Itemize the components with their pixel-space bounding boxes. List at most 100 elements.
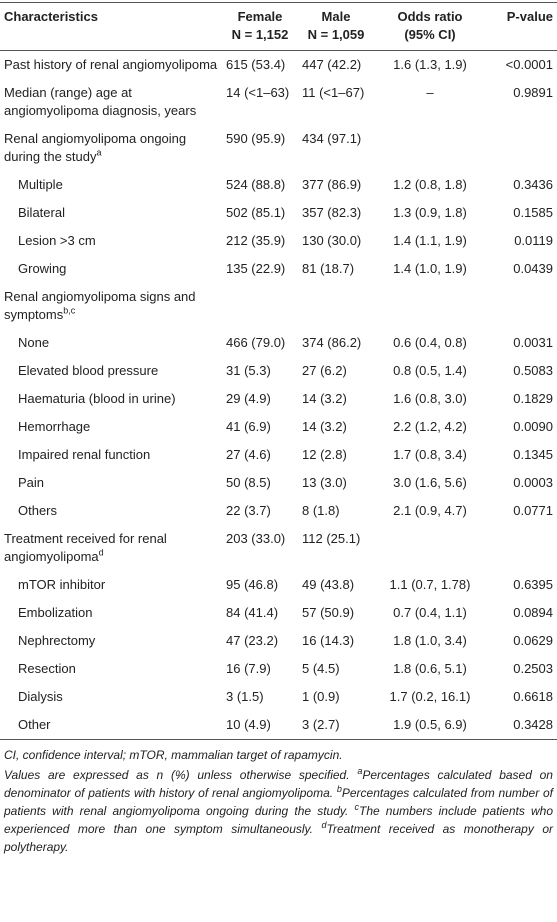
sub-row: Embolization 84 (41.4) 57 (50.9) 0.7 (0.4, … [0, 599, 557, 627]
footnote-text: Percentages calculated based on denomina… [4, 768, 553, 800]
label-text: Others [18, 503, 58, 518]
cell: 374 (86.2) [298, 329, 374, 357]
cell: 466 (79.0) [222, 329, 298, 357]
label-text: Impaired renal function [18, 447, 151, 462]
sub-row: Hemorrhage 41 (6.9) 14 (3.2) 2.2 (1.2, 4.2)… [0, 413, 557, 441]
cell-value: 1.6 (0.8, 3.0) [393, 391, 467, 406]
table-header: Characteristics Female N = 1,152 Male N = 1,… [0, 2, 557, 51]
cell: 95 (46.8) [222, 571, 298, 599]
sub-row: Others 22 (3.7) 8 (1.8) 2.1 (0.9, 4.7) 0.077… [0, 497, 557, 525]
cell: 1.4 (1.0, 1.9) [374, 255, 486, 283]
cell-value: 112 (25.1) [302, 531, 361, 546]
cell-value: 0.1829 [513, 391, 553, 406]
row: Treatment received for renal angiomyolip… [0, 525, 557, 571]
cell: 0.0629 [486, 627, 557, 655]
sub-row: mTOR inhibitor 95 (46.8) 49 (43.8) 1.1 (0.7… [0, 571, 557, 599]
column-header: P-value [486, 2, 557, 51]
cell-value: 0.0894 [513, 605, 553, 620]
cell-value: 47 (23.2) [226, 633, 279, 648]
row-label: Treatment received for renal angiomyolip… [0, 525, 222, 571]
cell [486, 125, 557, 171]
cell-value: 1.8 (0.6, 5.1) [393, 661, 467, 676]
cell: 31 (5.3) [222, 357, 298, 385]
cell: 5 (4.5) [298, 655, 374, 683]
cell-value: 10 (4.9) [226, 717, 271, 732]
cell-value: 0.6618 [513, 689, 553, 704]
label-text: Nephrectomy [18, 633, 96, 648]
row-label: Hemorrhage [0, 413, 222, 441]
column-header: Characteristics [0, 2, 222, 51]
cell [486, 525, 557, 571]
cell-value: 0.2503 [513, 661, 553, 676]
cell-value: 130 (30.0) [302, 233, 362, 248]
cell [374, 525, 486, 571]
footnote-mark: b,c [63, 305, 76, 316]
cell-value: 0.9891 [513, 85, 553, 100]
footnote-mark: a [357, 766, 363, 776]
cell: 57 (50.9) [298, 599, 374, 627]
label-text: None [18, 335, 50, 350]
row-label: Past history of renal angiomyolipoma [0, 51, 222, 80]
cell-value: 135 (22.9) [226, 261, 286, 276]
cell-value: 84 (41.4) [226, 605, 279, 620]
label-text: Embolization [18, 605, 93, 620]
cell: 0.0439 [486, 255, 557, 283]
label-text: mTOR inhibitor [18, 577, 106, 592]
row-label: Other [0, 711, 222, 740]
table-notes: CI, confidence interval; mTOR, mammalian… [0, 740, 557, 856]
cell: 1.7 (0.2, 16.1) [374, 683, 486, 711]
cell-value: 0.0119 [514, 233, 553, 248]
cell: 3 (1.5) [222, 683, 298, 711]
cell-value: 1.2 (0.8, 1.8) [393, 177, 467, 192]
cell-value: 50 (8.5) [226, 475, 271, 490]
cell-value: 41 (6.9) [226, 419, 271, 434]
cell: 14 (3.2) [298, 413, 374, 441]
cell-value: 0.1345 [513, 447, 553, 462]
cell-value: 16 (7.9) [226, 661, 271, 676]
cell-value: 0.8 (0.5, 1.4) [393, 363, 467, 378]
footnote-mark: d [98, 547, 104, 558]
cell: 0.3436 [486, 171, 557, 199]
row: Renal angiomyolipoma signs and symptomsb… [0, 283, 557, 329]
cell-value: 2.2 (1.2, 4.2) [393, 419, 467, 434]
cell: 0.8 (0.5, 1.4) [374, 357, 486, 385]
sub-row: Dialysis 3 (1.5) 1 (0.9) 1.7 (0.2, 16.1) 0.6… [0, 683, 557, 711]
cell-value: 3 (1.5) [226, 689, 264, 704]
cell: 41 (6.9) [222, 413, 298, 441]
cell-value: 14 (<1–63) [226, 85, 290, 100]
cell-value: 1.1 (0.7, 1.78) [389, 577, 471, 592]
row-label: Impaired renal function [0, 441, 222, 469]
cell: 0.0031 [486, 329, 557, 357]
results-table: Characteristics Female N = 1,152 Male N = 1,… [0, 2, 557, 740]
row-label: Nephrectomy [0, 627, 222, 655]
row-label: Bilateral [0, 199, 222, 227]
row-label: Renal angiomyolipoma signs and symptomsb… [0, 283, 222, 329]
cell: 1.2 (0.8, 1.8) [374, 171, 486, 199]
cell: 0.1585 [486, 199, 557, 227]
label-text: Multiple [18, 177, 63, 192]
column-header: Odds ratio (95% CI) [374, 2, 486, 51]
cell: 502 (85.1) [222, 199, 298, 227]
cell-value: 31 (5.3) [226, 363, 271, 378]
cell: 0.0090 [486, 413, 557, 441]
cell: 11 (<1–67) [298, 79, 374, 125]
cell: 1.6 (1.3, 1.9) [374, 51, 486, 80]
cell: 1.6 (0.8, 3.0) [374, 385, 486, 413]
cell: 0.0003 [486, 469, 557, 497]
cell-value: 1.4 (1.1, 1.9) [393, 233, 467, 248]
cell: 357 (82.3) [298, 199, 374, 227]
cell: 81 (18.7) [298, 255, 374, 283]
cell: 27 (6.2) [298, 357, 374, 385]
cell-value: 1.8 (1.0, 3.4) [393, 633, 467, 648]
label-text: Treatment received for renal angiomyolip… [4, 531, 167, 564]
cell: 2.1 (0.9, 4.7) [374, 497, 486, 525]
cell: 8 (1.8) [298, 497, 374, 525]
cell: 0.3428 [486, 711, 557, 740]
label-text: Renal angiomyolipoma signs and symptoms [4, 289, 196, 322]
footnotes: Values are expressed as n (%) unless oth… [4, 766, 553, 856]
footnote-text: Treatment received as monotherapy or pol… [4, 822, 553, 854]
cell-value: <0.0001 [505, 57, 553, 72]
row-label: Elevated blood pressure [0, 357, 222, 385]
row-label: None [0, 329, 222, 357]
sub-row: None 466 (79.0) 374 (86.2) 0.6 (0.4, 0.8) 0.… [0, 329, 557, 357]
